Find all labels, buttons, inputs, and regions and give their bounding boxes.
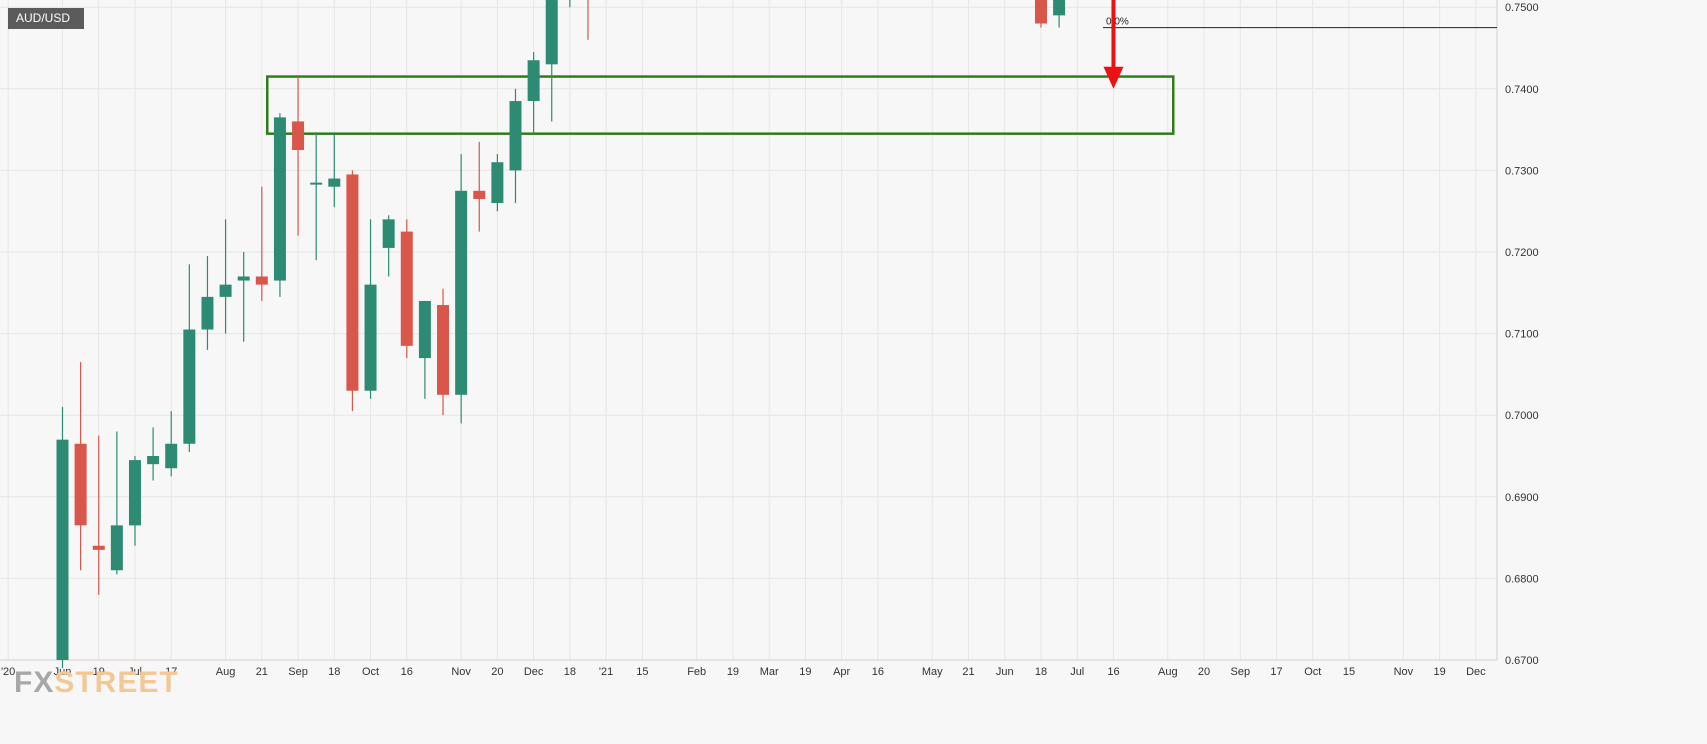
candle-body	[292, 121, 305, 150]
grid	[0, 0, 1497, 661]
candle-body	[201, 296, 214, 330]
candle-body	[183, 329, 196, 444]
support-zone-box	[266, 75, 1175, 135]
candle-body	[255, 276, 268, 285]
y-tick-label: 0.6700	[1505, 655, 1539, 667]
x-tick-label: 19	[93, 666, 105, 678]
logo-part-2: STREET	[54, 666, 179, 699]
candle-body	[437, 305, 450, 395]
candle-body	[56, 439, 69, 660]
y-tick-label: 0.7100	[1505, 329, 1539, 341]
x-tick-label: Jun	[54, 666, 72, 678]
candle-body	[147, 456, 160, 465]
candles	[56, 0, 1066, 669]
x-tick-label: 21	[962, 666, 974, 678]
x-tick-label: Jul	[1070, 666, 1084, 678]
x-tick-label: 15	[636, 666, 648, 678]
x-tick-label: Dec	[524, 666, 544, 678]
x-tick-label: Dec	[1466, 666, 1486, 678]
candle-body	[310, 182, 323, 185]
x-tick-label: Aug	[1158, 666, 1178, 678]
x-tick-label: Apr	[833, 666, 850, 678]
candle-body	[473, 190, 486, 199]
x-tick-label: 18	[564, 666, 576, 678]
x-tick-label: 18	[1035, 666, 1047, 678]
candle-body	[418, 300, 431, 359]
y-tick-label: 0.7500	[1505, 2, 1539, 14]
x-tick-label: Oct	[362, 666, 379, 678]
x-tick-label: Sep	[1231, 666, 1251, 678]
x-tick-label: 18	[328, 666, 340, 678]
candle-body	[455, 190, 468, 395]
candle-body	[364, 284, 377, 391]
y-tick-label: 0.7000	[1505, 410, 1539, 422]
candle-body	[400, 231, 413, 346]
candle-body	[74, 443, 87, 526]
logo-part-1: FX	[14, 666, 55, 699]
candle-body	[1053, 0, 1066, 16]
x-tick-label: Feb	[687, 666, 706, 678]
y-tick-label: 0.7200	[1505, 247, 1539, 259]
x-tick-label: 21	[256, 666, 268, 678]
x-tick-label: 17	[1270, 666, 1282, 678]
candle-body	[1034, 0, 1047, 24]
candle-body	[273, 117, 286, 281]
candle-body	[165, 443, 178, 469]
candle-body	[346, 174, 359, 391]
x-tick-label: 19	[799, 666, 811, 678]
x-tick-label: Jul	[128, 666, 142, 678]
candle-body	[382, 219, 395, 248]
x-tick-label: 16	[401, 666, 413, 678]
x-tick-label: Nov	[1394, 666, 1414, 678]
x-tick-label: May	[922, 666, 943, 678]
overlays: 0.758545Double topHeadLHSRHS	[1103, 0, 1124, 89]
fib-label: 0.0%	[1106, 17, 1129, 28]
x-tick-label: 20	[1198, 666, 1210, 678]
x-tick-label: Sep	[288, 666, 308, 678]
candle-body	[509, 101, 522, 171]
x-tick-label: Nov	[451, 666, 471, 678]
x-tick-label: Oct	[1304, 666, 1321, 678]
fxstreet-logo: FXSTREET	[14, 666, 179, 700]
x-tick-label: Jun	[996, 666, 1014, 678]
x-tick-label: 19	[1433, 666, 1445, 678]
x-tick-label: 20	[491, 666, 503, 678]
x-tick-label: Aug	[216, 666, 236, 678]
x-axis: '20 Jun 19 Jul 17 Aug 21 Sep 18 Oct 16 Nov 20 Dec 18 '2…	[0, 659, 1497, 678]
x-tick-label: 19	[727, 666, 739, 678]
downside-arrow-head	[1103, 66, 1124, 89]
candle-body	[237, 276, 250, 281]
candle-body	[92, 545, 105, 550]
candle-body	[328, 178, 341, 187]
x-tick-label: 16	[872, 666, 884, 678]
y-tick-label: 0.7400	[1505, 84, 1539, 96]
y-tick-label: 0.6900	[1505, 492, 1539, 504]
y-tick-label: 0.6800	[1505, 573, 1539, 585]
x-tick-label: '21	[599, 666, 613, 678]
x-tick-label: Mar	[760, 666, 779, 678]
candle-body	[110, 525, 123, 571]
y-axis: 0.82000.81000.80000.79000.78000.77000.76…	[1496, 0, 1539, 667]
x-tick-label: 16	[1107, 666, 1119, 678]
candle-body	[491, 162, 504, 204]
x-tick-label: 17	[165, 666, 177, 678]
candle-body	[527, 60, 540, 102]
symbol-label: AUD/USD	[8, 8, 85, 29]
candle-body	[219, 284, 232, 297]
zones	[266, 75, 1175, 135]
y-tick-label: 0.7300	[1505, 165, 1539, 177]
candle-body	[128, 460, 141, 526]
x-tick-label: 15	[1343, 666, 1355, 678]
x-tick-label: '20	[1, 666, 15, 678]
fibonacci-levels: 261.8%161.8%138.2%100.0%61.8%50.0%38.2%2…	[1103, 17, 1497, 29]
candle-body	[545, 0, 558, 65]
